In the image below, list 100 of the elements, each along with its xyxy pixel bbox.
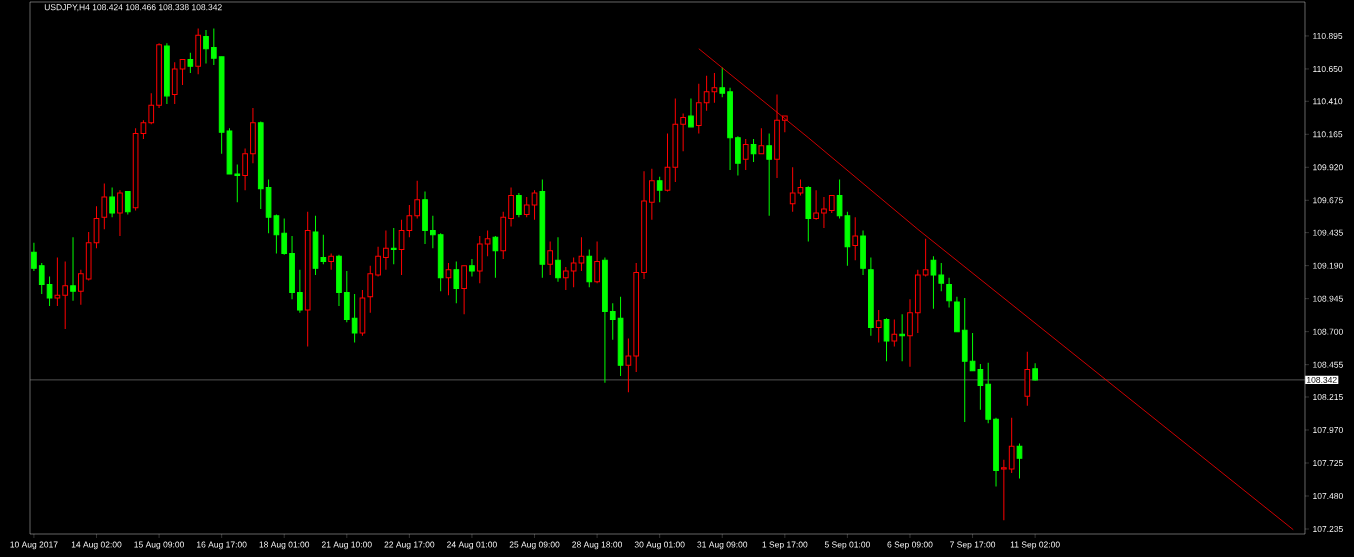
line-series: [698, 48, 1294, 531]
ref-line-label: 108.342: [1307, 376, 1337, 383]
y-tick-label: 108.215: [1313, 393, 1343, 400]
candlestick: [719, 67, 726, 98]
candlestick: [390, 227, 397, 265]
y-tick-label: 110.410: [1313, 98, 1343, 105]
chart-title: USDJPY,H4 108.424 108.466 108.338 108.342: [44, 4, 222, 12]
candlestick: [758, 127, 765, 155]
y-tick-label: 107.480: [1313, 493, 1343, 500]
candlestick: [484, 230, 491, 257]
candlestick: [555, 236, 561, 283]
x-tick-label: 18 Aug 01:00: [259, 541, 310, 550]
candlestick: [234, 164, 241, 203]
candlestick: [351, 293, 358, 343]
candlestick: [78, 269, 84, 306]
candlestick: [210, 28, 217, 66]
candlestick: [930, 255, 937, 310]
x-tick-label: 24 Aug 01:00: [447, 541, 497, 550]
candlestick: [1001, 459, 1007, 521]
candlestick: [242, 147, 248, 191]
candlestick: [922, 238, 929, 277]
candlestick: [461, 265, 467, 315]
y-tick-label: 107.970: [1313, 427, 1343, 433]
candlestick: [531, 189, 538, 221]
candlestick: [656, 176, 663, 203]
x-tick-label: 31 Aug 09:00: [697, 541, 748, 550]
candlestick: [875, 309, 882, 343]
x-tick-label: 22 Aug 17:00: [384, 541, 435, 550]
x-tick-label: 16 Aug 17:00: [197, 541, 247, 550]
y-tick-label: 110.895: [1313, 32, 1343, 39]
candlestick: [750, 138, 757, 163]
candlestick: [367, 265, 374, 314]
candlestick: [946, 277, 952, 308]
y-tick-label: 109.190: [1313, 262, 1343, 269]
candlestick: [891, 319, 898, 347]
y-tick-label: 108.700: [1313, 328, 1343, 335]
x-tick-label: 15 Aug 09:00: [134, 541, 184, 550]
candlestick: [70, 236, 76, 302]
candlestick: [883, 317, 890, 362]
candlestick: [938, 262, 945, 292]
candlestick: [649, 168, 655, 221]
candlestick: [688, 98, 694, 128]
candlestick: [101, 182, 108, 230]
candlestick: [907, 298, 913, 368]
y-tick-label: 110.650: [1313, 65, 1343, 72]
x-tick-label: 7 Sep 17:00: [950, 541, 996, 550]
candlestick: [429, 215, 436, 249]
x-tick-label: 10 Aug 2017: [10, 541, 58, 550]
candlestick: [453, 261, 460, 304]
x-tick-label: 1 Sep 17:00: [762, 541, 808, 550]
candlestick: [1016, 442, 1023, 479]
candlestick: [281, 217, 288, 256]
candlestick: [187, 52, 194, 74]
x-tick-label: 25 Aug 09:00: [509, 541, 560, 550]
candlestick: [609, 302, 616, 341]
x-tick-label: 6 Sep 09:00: [887, 541, 933, 550]
candlestick: [469, 258, 475, 277]
candlestick: [508, 187, 514, 228]
candlestick: [852, 216, 859, 261]
candlestick: [62, 261, 69, 330]
candlestick: [46, 275, 53, 307]
candlestick: [38, 262, 45, 295]
x-tick-label: 5 Sep 01:00: [824, 541, 870, 550]
candlestick: [179, 59, 186, 86]
y-tick-label: 108.455: [1313, 361, 1343, 368]
y-tick-label: 107.725: [1313, 460, 1343, 467]
candlestick: [562, 266, 569, 291]
candlestick: [625, 337, 632, 393]
x-tick-label: 14 Aug 02:00: [71, 541, 122, 550]
candlestick: [117, 189, 123, 237]
candlestick: [821, 196, 827, 229]
y-tick-label: 108.945: [1313, 295, 1343, 302]
y-tick-label: 110.165: [1313, 131, 1343, 138]
candlestick: [899, 313, 906, 362]
candlestick: [54, 257, 61, 307]
candlestick: [203, 29, 209, 65]
candlestick: [742, 138, 749, 171]
candlestick: [414, 180, 421, 219]
candlestick: [297, 269, 303, 314]
y-tick-label: 109.435: [1313, 229, 1343, 236]
candlestick: [148, 92, 155, 125]
candlestick: [492, 235, 499, 279]
x-tick-label: 21 Aug 10:00: [321, 541, 372, 550]
candlestick: [445, 262, 452, 296]
candlestick: [695, 83, 702, 135]
candlestick: [813, 189, 819, 221]
candlestick: [383, 230, 389, 271]
candlestick: [547, 240, 554, 276]
candlestick: [1008, 417, 1015, 474]
x-tick-label: 11 Sep 02:00: [1010, 541, 1060, 550]
candlestick: [124, 191, 131, 215]
candlestick: [375, 246, 381, 277]
x-tick-label: 28 Aug 18:00: [572, 541, 623, 550]
candlestick: [516, 192, 522, 218]
candlestick: [523, 196, 530, 218]
x-tick-label: 30 Aug 01:00: [634, 541, 685, 550]
candlestick: [766, 133, 773, 217]
y-tick-label: 109.920: [1313, 164, 1343, 171]
candlestick: [31, 242, 37, 272]
y-tick-label: 107.235: [1313, 526, 1343, 533]
